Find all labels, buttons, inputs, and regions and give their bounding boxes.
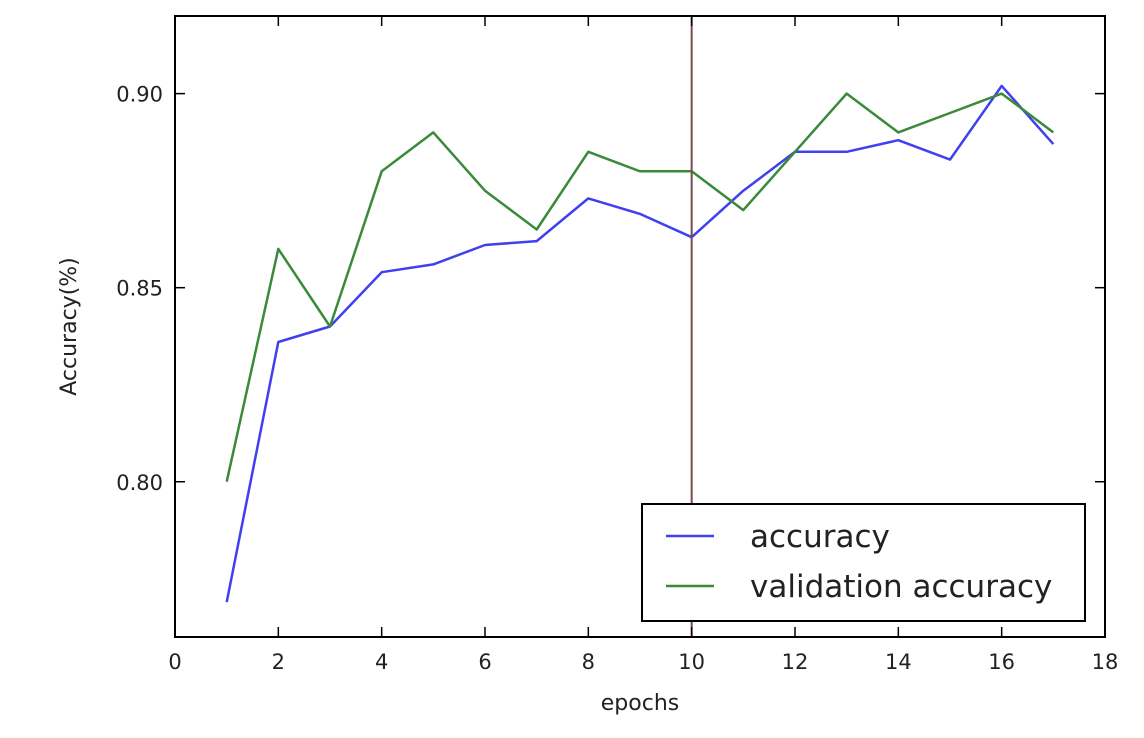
legend: accuracy validation accuracy xyxy=(641,503,1086,622)
series-line-accuracy xyxy=(225,84,1055,603)
y-tick-label: 0.85 xyxy=(116,277,163,301)
x-tick-label: 4 xyxy=(375,650,388,674)
x-axis-label: epochs xyxy=(601,691,679,716)
x-tick-label: 18 xyxy=(1092,650,1119,674)
x-tick-label: 12 xyxy=(782,650,809,674)
x-tick-label: 8 xyxy=(582,650,595,674)
x-tick-label: 2 xyxy=(272,650,285,674)
y-tick-label: 0.80 xyxy=(116,471,163,495)
x-tick-label: 14 xyxy=(885,650,912,674)
x-tick-label: 10 xyxy=(678,650,705,674)
plot-frame xyxy=(174,15,1106,638)
legend-box xyxy=(641,503,1086,622)
axis-ticks: 0 2 4 6 8 10 12 14 16 18 0.80 0.85 0.90 xyxy=(116,16,1118,674)
series-line-validation-accuracy xyxy=(225,92,1055,482)
x-tick-label: 6 xyxy=(478,650,491,674)
legend-label: validation accuracy xyxy=(750,569,1052,605)
x-tick-label: 0 xyxy=(168,650,181,674)
legend-label: accuracy xyxy=(750,519,890,555)
y-tick-label: 0.90 xyxy=(116,83,163,107)
y-axis-label: Accuracy(%) xyxy=(57,257,82,396)
x-tick-label: 16 xyxy=(988,650,1015,674)
